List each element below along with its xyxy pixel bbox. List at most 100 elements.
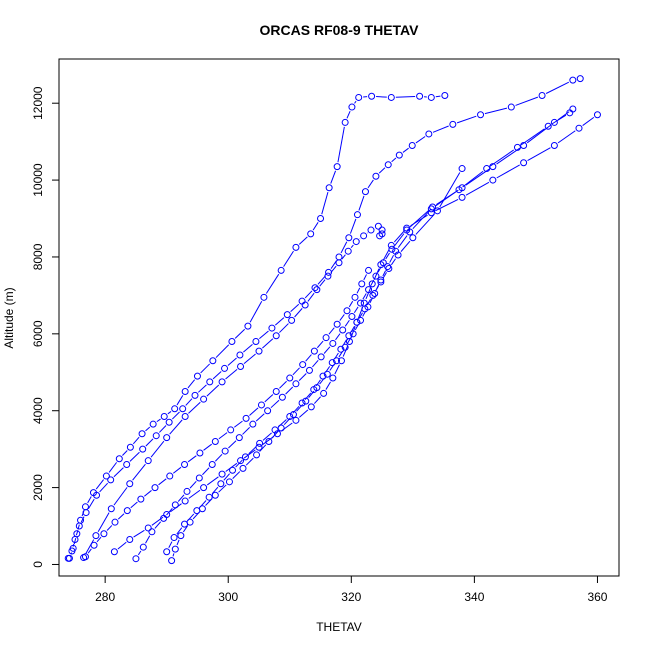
data-point — [265, 437, 273, 445]
data-point — [538, 92, 546, 100]
data-point — [236, 351, 244, 359]
series-line-segment — [298, 373, 307, 381]
series-line-segment — [325, 381, 331, 390]
series-line-segment — [330, 170, 337, 184]
data-point — [151, 484, 159, 492]
data-point — [520, 159, 528, 167]
data-point — [489, 163, 497, 171]
data-point — [348, 313, 356, 321]
series-line-segment — [465, 181, 490, 196]
series-line-segment — [234, 328, 246, 339]
data-point — [278, 393, 286, 401]
series-line-segment — [176, 527, 183, 535]
data-point — [333, 320, 341, 328]
data-point — [177, 532, 185, 540]
x-tick-label: 340 — [464, 590, 484, 604]
data-point — [385, 264, 393, 272]
series-line-segment — [340, 241, 348, 254]
data-point — [403, 224, 411, 232]
series-line-segment — [188, 401, 201, 414]
series-line-segment — [390, 258, 396, 266]
data-point — [115, 455, 123, 463]
series-line-segment — [374, 285, 379, 292]
series-line-segment — [87, 548, 92, 554]
data-point — [317, 353, 325, 361]
series-line-segment — [356, 287, 361, 294]
data-point — [221, 447, 229, 455]
series-line-segment — [346, 110, 351, 119]
data-point — [260, 293, 268, 301]
data-point — [357, 316, 365, 324]
series-line-segment — [206, 476, 219, 486]
data-point — [163, 548, 171, 556]
data-point — [313, 286, 321, 294]
data-point — [489, 176, 497, 184]
series-line-segment — [228, 440, 237, 449]
data-point — [369, 291, 377, 299]
series-line-segment — [151, 516, 164, 526]
data-point — [237, 363, 245, 371]
data-point — [160, 412, 168, 420]
data-point — [252, 338, 260, 346]
series-line-segment — [551, 114, 567, 125]
series-line-segment — [376, 96, 387, 98]
data-point — [163, 434, 171, 442]
data-point — [449, 120, 457, 128]
data-point — [339, 326, 347, 334]
series-line-segment — [200, 363, 211, 374]
series-line-segment — [235, 459, 243, 468]
series-line-segment — [350, 244, 354, 249]
data-point — [384, 161, 392, 169]
data-point — [256, 439, 264, 447]
data-point — [225, 478, 233, 486]
series-line-segment — [243, 353, 256, 365]
series-line-segment — [484, 107, 508, 115]
data-point — [139, 543, 147, 551]
data-point — [200, 484, 208, 492]
series-line-segment — [259, 444, 267, 452]
data-point — [102, 472, 110, 480]
data-point — [137, 495, 145, 503]
data-point — [345, 234, 353, 242]
data-point — [341, 343, 349, 351]
series-line-segment — [95, 479, 105, 490]
data-point — [257, 401, 265, 409]
data-point — [249, 420, 257, 428]
data-point — [218, 470, 226, 478]
data-point — [168, 557, 176, 565]
series-line-segment — [323, 346, 331, 354]
data-point — [237, 457, 245, 465]
data-point — [171, 405, 179, 413]
data-point — [335, 259, 343, 267]
series-line-segment — [99, 482, 109, 493]
series-line-segment — [315, 379, 321, 387]
series-line-segment — [154, 521, 162, 529]
data-point — [211, 437, 219, 445]
data-point — [71, 535, 79, 543]
series-line-segment — [145, 535, 151, 544]
data-point — [376, 232, 384, 240]
data-point — [372, 272, 380, 280]
data-point — [361, 305, 369, 313]
data-point — [253, 451, 261, 459]
series-line-segment — [328, 327, 335, 335]
data-point — [367, 226, 375, 234]
series-line-segment — [188, 489, 201, 499]
data-point — [139, 445, 147, 453]
series-line-segment — [108, 462, 118, 473]
data-point — [408, 141, 416, 149]
series-line-segment — [133, 529, 145, 538]
data-point — [520, 141, 528, 149]
series-line-segment — [199, 500, 207, 508]
x-tick-label: 300 — [218, 590, 238, 604]
data-point — [337, 357, 345, 365]
data-point — [286, 412, 294, 420]
series-line-segment — [214, 453, 223, 462]
data-point — [68, 547, 76, 555]
data-point — [455, 186, 463, 194]
data-point — [64, 554, 72, 562]
series-line-segment — [358, 312, 363, 319]
x-tick-label: 280 — [95, 590, 115, 604]
series-line-segment — [298, 409, 309, 418]
data-point — [441, 92, 449, 100]
